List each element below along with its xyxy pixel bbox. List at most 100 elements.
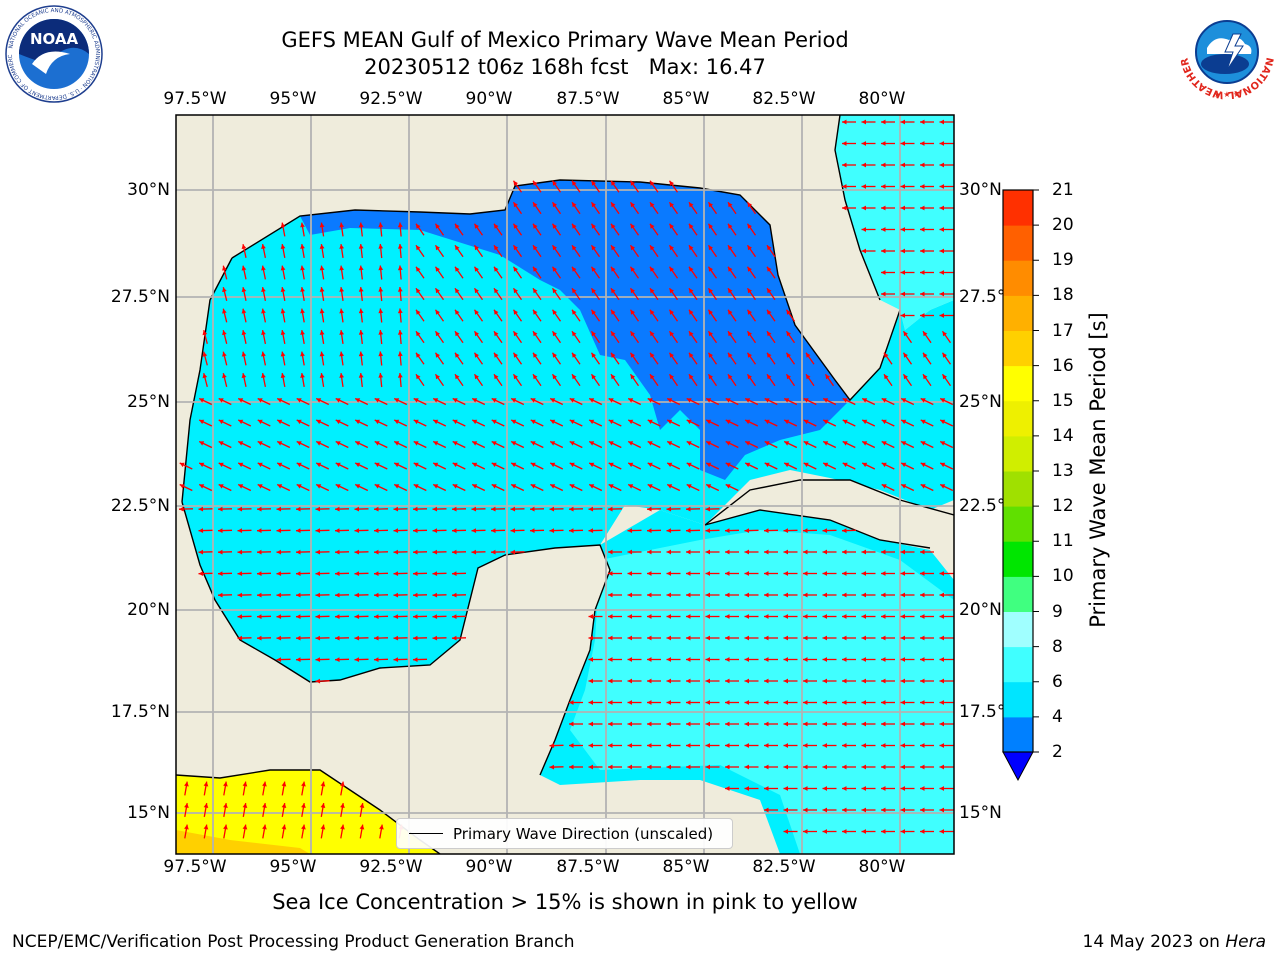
gulf-short-period-zone <box>300 180 850 480</box>
wave-direction-arrow <box>295 571 311 576</box>
wave-direction-arrow <box>920 141 934 146</box>
wave-direction-arrow <box>861 764 876 770</box>
wave-direction-arrow <box>512 352 523 365</box>
wave-direction-arrow <box>412 614 428 619</box>
wave-direction-arrow <box>432 549 447 555</box>
wave-direction-arrow <box>237 419 252 427</box>
wave-direction-arrow <box>397 351 403 366</box>
lon-label-top: 85°W <box>662 89 710 109</box>
wave-direction-arrow <box>686 743 700 748</box>
wave-direction-arrow <box>744 397 759 406</box>
wave-direction-arrow <box>920 571 934 576</box>
wave-direction-arrow <box>842 635 856 641</box>
wave-direction-arrow <box>256 549 272 555</box>
lon-label-top: 97.5°W <box>163 89 227 109</box>
wave-direction-arrow <box>452 483 466 492</box>
wave-direction-arrow <box>569 721 583 727</box>
lat-label-left: 15°N <box>127 803 170 823</box>
wave-direction-arrow <box>920 786 934 791</box>
wave-direction-arrow <box>256 592 272 598</box>
wave-direction-arrow <box>822 528 837 533</box>
wave-direction-arrow <box>222 373 228 387</box>
wave-direction-arrow <box>803 721 817 727</box>
wave-direction-arrow <box>608 721 622 727</box>
wave-direction-arrow <box>803 700 817 705</box>
wave-direction-arrow <box>900 829 915 834</box>
wave-direction-arrow <box>764 807 778 813</box>
wave-direction-arrow <box>491 440 505 449</box>
wave-direction-arrow <box>203 824 209 839</box>
wave-direction-arrow <box>295 592 311 598</box>
wave-direction-arrow <box>707 330 718 344</box>
wave-direction-arrow <box>744 419 759 427</box>
wave-direction-arrow <box>393 571 408 576</box>
wave-direction-arrow <box>393 419 408 427</box>
wave-direction-arrow <box>315 635 330 641</box>
wave-direction-arrow <box>629 330 640 344</box>
wave-direction-arrow <box>861 248 876 254</box>
wave-direction-arrow <box>378 286 384 302</box>
wave-direction-arrow <box>727 266 737 279</box>
wave-direction-arrow <box>198 549 213 555</box>
wave-direction-arrow <box>686 440 700 449</box>
wave-direction-arrow <box>666 592 681 598</box>
wave-direction-arrow <box>881 807 895 813</box>
wave-direction-arrow <box>608 764 622 770</box>
wave-direction-arrow <box>532 287 542 301</box>
colorbar-tick-label: 10 <box>1052 566 1074 587</box>
wave-direction-arrow <box>764 678 778 684</box>
wave-direction-arrow <box>666 614 681 619</box>
wave-direction-arrow <box>861 807 876 813</box>
wave-direction-arrow <box>842 462 856 470</box>
wave-direction-arrow <box>588 440 603 449</box>
wave-direction-arrow <box>666 397 681 406</box>
wave-direction-arrow <box>725 571 739 576</box>
wave-direction-arrow <box>393 506 408 512</box>
wave-direction-arrow <box>783 657 798 662</box>
wave-direction-arrow <box>627 419 642 427</box>
wave-direction-arrow <box>256 614 272 619</box>
wave-direction-arrow <box>358 244 364 258</box>
wave-direction-arrow <box>432 440 447 449</box>
wave-direction-arrow <box>822 721 837 727</box>
lon-label-top: 87.5°W <box>556 89 620 109</box>
wave-direction-arrow <box>549 462 564 470</box>
wave-direction-arrow <box>393 528 408 533</box>
wave-direction-arrow <box>471 549 486 555</box>
wave-direction-arrow <box>608 571 622 576</box>
wave-direction-arrow <box>900 270 915 275</box>
wave-direction-arrow <box>939 829 954 834</box>
wave-direction-arrow <box>354 462 369 470</box>
wave-direction-arrow <box>629 244 640 258</box>
svg-text:★ ★ ★: ★ ★ ★ <box>1214 90 1241 99</box>
wave-direction-arrow <box>222 330 228 344</box>
wave-direction-arrow <box>647 743 661 748</box>
wave-direction-arrow <box>218 483 232 492</box>
wave-direction-arrow <box>900 205 915 211</box>
wave-direction-arrow <box>764 592 778 598</box>
wave-direction-arrow <box>454 373 464 387</box>
wave-direction-arrow <box>666 700 681 705</box>
wave-direction-arrow <box>590 244 601 258</box>
wave-direction-arrow <box>668 352 679 365</box>
wave-direction-arrow <box>276 635 291 641</box>
wave-direction-arrow <box>261 286 267 302</box>
lat-label-right: 25°N <box>959 392 1002 412</box>
wave-direction-arrow <box>571 352 581 365</box>
wave-direction-arrow <box>339 287 344 301</box>
wave-direction-arrow <box>707 201 718 215</box>
wave-direction-arrow <box>647 614 661 619</box>
lon-label-bottom: 85°W <box>662 857 710 877</box>
wave-direction-arrow <box>766 309 776 322</box>
wave-direction-arrow <box>315 397 330 406</box>
wave-direction-arrow <box>198 571 213 576</box>
wave-direction-arrow <box>493 266 503 279</box>
wave-direction-arrow <box>319 329 325 345</box>
wave-direction-arrow <box>842 184 856 189</box>
wave-direction-arrow <box>549 419 564 427</box>
wave-direction-arrow <box>378 329 384 345</box>
wave-direction-arrow <box>902 352 913 365</box>
wave-direction-arrow <box>900 313 915 318</box>
wave-direction-arrow <box>532 309 542 322</box>
wave-direction-arrow <box>764 743 778 748</box>
